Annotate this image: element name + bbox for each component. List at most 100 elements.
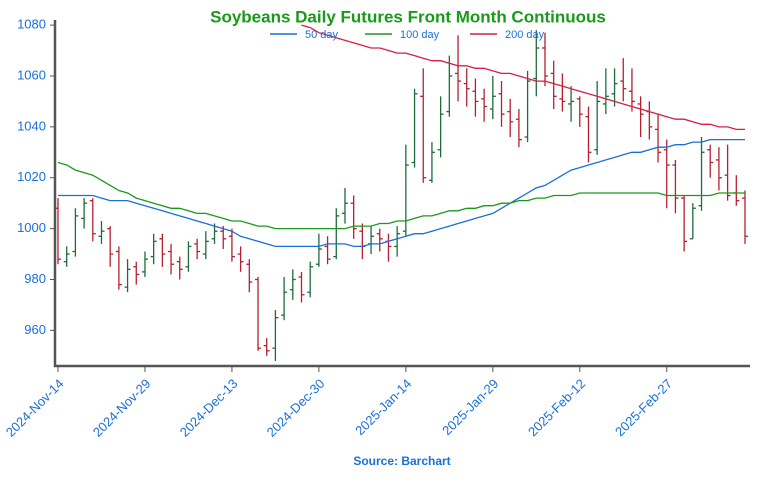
- legend-label: 200 day: [505, 29, 545, 41]
- ohlc-bar: [559, 73, 566, 112]
- ohlc-bar: [307, 261, 314, 298]
- ohlc-bar: [272, 310, 279, 361]
- ohlc-bar: [602, 68, 609, 115]
- ohlc-bar: [55, 198, 61, 265]
- ohlc-bar: [550, 60, 557, 110]
- y-tick-label: 1020: [17, 169, 46, 184]
- ohlc-bar: [133, 261, 140, 285]
- ohlc-bar: [185, 241, 192, 272]
- legend-label: 100 day: [400, 29, 440, 41]
- ohlc-bar: [107, 226, 114, 267]
- ohlc-bar: [698, 137, 705, 211]
- ohlc-bar: [411, 88, 418, 168]
- ohlc-bar: [742, 190, 748, 244]
- ohlc-bar: [524, 70, 531, 143]
- ohlc-bar: [368, 226, 375, 255]
- ohlc-bar: [237, 246, 244, 272]
- ohlc-bar: [141, 251, 148, 277]
- ohlc-bar: [350, 195, 357, 239]
- ohlc-bar: [515, 109, 522, 148]
- y-tick-label: 980: [24, 271, 46, 286]
- ohlc-bar: [437, 96, 444, 158]
- ohlc-bar: [333, 208, 340, 260]
- ohlc-bar: [385, 233, 392, 262]
- ohlc-bar: [568, 86, 575, 122]
- ohlc-bar: [81, 198, 88, 229]
- ohlc-bar: [663, 139, 670, 209]
- ohlc-bar: [472, 78, 479, 117]
- y-tick-label: 1040: [17, 118, 46, 133]
- x-tick-label: 2025-Jan-14: [352, 376, 414, 438]
- ohlc-bar: [628, 68, 635, 112]
- ma-line: [58, 138, 745, 248]
- ohlc-bar: [211, 223, 218, 244]
- ohlc-bar: [376, 228, 383, 252]
- ohlc-bar: [246, 259, 253, 293]
- ohlc-bar: [159, 233, 166, 267]
- ohlc-bar: [324, 236, 331, 265]
- ohlc-bar: [281, 276, 288, 321]
- ohlc-bar: [481, 88, 488, 122]
- ma-line: [301, 24, 745, 131]
- ohlc-bar: [298, 271, 305, 303]
- ohlc-bar: [263, 338, 270, 356]
- legend-label: 50 day: [305, 29, 339, 41]
- x-tick-label: 2025-Feb-27: [612, 376, 675, 439]
- ohlc-bar: [724, 144, 731, 201]
- x-tick-label: 2025-Jan-29: [439, 376, 501, 438]
- ohlc-bar: [455, 35, 462, 102]
- ohlc-bar: [176, 256, 183, 280]
- y-tick-label: 960: [24, 322, 46, 337]
- ohlc-bar: [98, 220, 105, 244]
- ohlc-bar: [646, 101, 653, 140]
- ohlc-bar: [463, 68, 470, 107]
- ohlc-bar: [202, 231, 209, 260]
- ohlc-bar: [341, 187, 348, 224]
- ohlc-bar: [707, 144, 714, 178]
- ohlc-bar: [655, 114, 662, 163]
- ohlc-bar: [115, 246, 122, 290]
- ohlc-bar: [576, 96, 583, 127]
- ohlc-bar: [255, 276, 262, 351]
- ma-line: [57, 161, 745, 230]
- ohlc-bar: [672, 159, 679, 214]
- ohlc-bar: [541, 32, 548, 87]
- x-tick-label: 2024-Dec-30: [264, 376, 328, 440]
- ohlc-bar: [507, 98, 514, 138]
- ohlc-bar: [228, 228, 235, 262]
- ohlc-bar: [168, 243, 175, 275]
- ohlc-bar: [124, 259, 131, 293]
- ohlc-bar: [498, 81, 505, 127]
- ohlc-bar: [637, 96, 644, 138]
- ohlc-bar: [620, 58, 627, 102]
- ohlc-bar: [585, 106, 592, 163]
- ohlc-bar: [689, 203, 696, 240]
- y-tick-label: 1060: [17, 67, 46, 82]
- ohlc-bar: [194, 238, 201, 260]
- ohlc-bar: [289, 269, 296, 300]
- ohlc-bar: [394, 226, 401, 257]
- y-tick-label: 1080: [17, 17, 46, 32]
- ohlc-bar: [72, 208, 79, 257]
- x-tick-label: 2024-Nov-14: [3, 376, 67, 440]
- chart-title: Soybeans Daily Futures Front Month Conti…: [210, 7, 606, 26]
- ohlc-bar: [446, 55, 453, 117]
- ohlc-bar: [611, 68, 618, 107]
- ohlc-bar: [420, 68, 427, 183]
- x-tick-label: 2025-Feb-12: [525, 376, 588, 439]
- ohlc-bar: [489, 75, 496, 120]
- ohlc-bar: [428, 142, 435, 183]
- ohlc-bar: [315, 233, 322, 267]
- x-tick-label: 2024-Dec-13: [177, 376, 241, 440]
- ohlc-bar: [733, 175, 740, 206]
- ohlc-bar: [89, 198, 96, 242]
- ohlc-bar: [533, 30, 540, 97]
- ohlc-bar: [594, 81, 601, 155]
- y-tick-label: 1000: [17, 220, 46, 235]
- ohlc-bar: [402, 144, 409, 237]
- ohlc-bar: [63, 246, 70, 267]
- ohlc-bar: [359, 223, 366, 260]
- ohlc-bar: [220, 226, 227, 249]
- ohlc-bar: [150, 233, 157, 265]
